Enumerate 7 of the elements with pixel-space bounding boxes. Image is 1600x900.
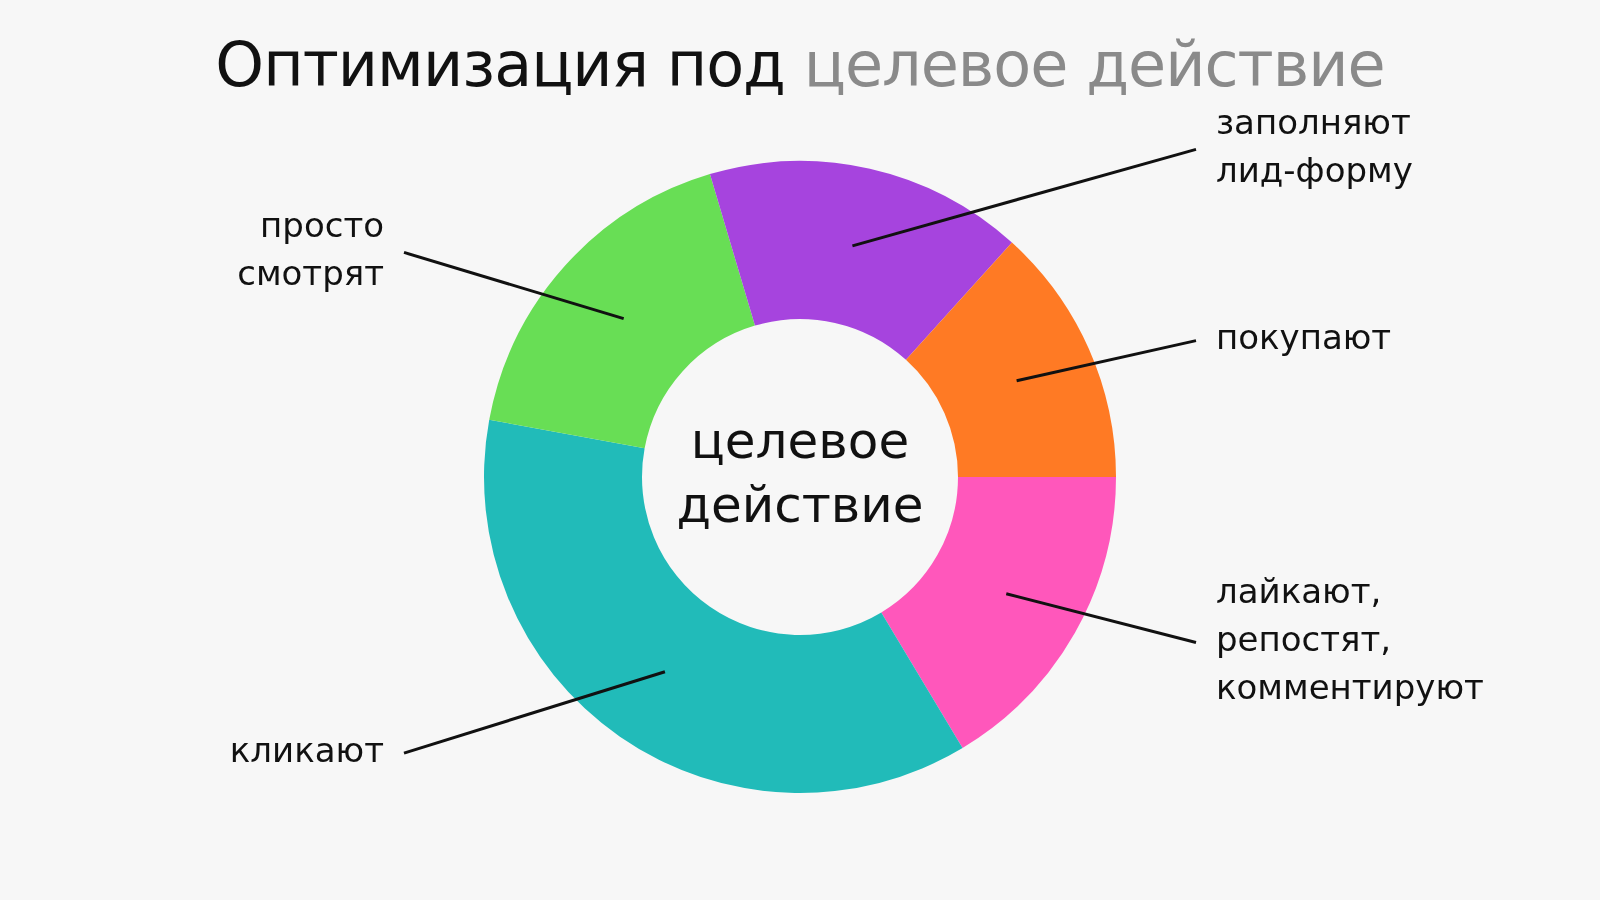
slice-label: лайкают, репостят, комментируют: [1216, 571, 1484, 708]
slice-label: покупают: [1216, 317, 1392, 358]
text: целевое действие: [676, 411, 924, 534]
slice-label: кликают: [229, 729, 384, 770]
slice-label: просто смотрят: [237, 205, 384, 294]
chart-title: Оптимизация под целевое действие: [215, 28, 1385, 101]
slice-label: заполняют лид-форму: [1216, 102, 1413, 191]
